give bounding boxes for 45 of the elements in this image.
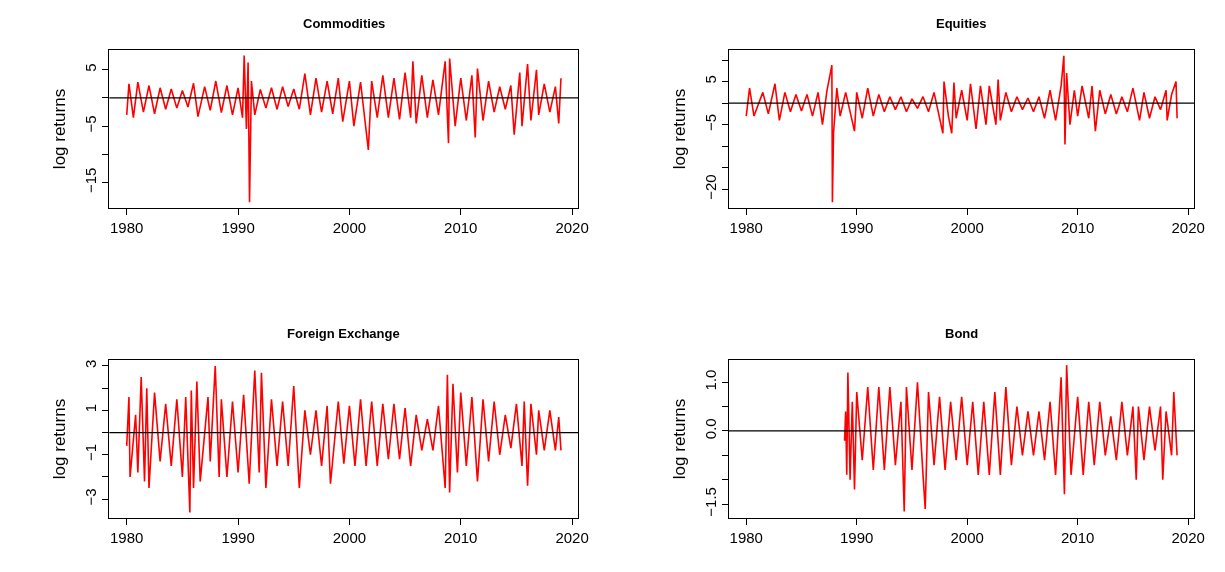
x-tick-label: 2000 xyxy=(950,529,984,547)
y-tick-label: −5 xyxy=(702,113,719,131)
x-tick-label: 2010 xyxy=(1060,219,1095,237)
x-tick-label: 2000 xyxy=(332,529,367,547)
x-tick-label: 2010 xyxy=(1060,529,1095,547)
y-tick-label: 5 xyxy=(82,63,100,72)
line-series xyxy=(745,54,1178,203)
y-tick-label: −5 xyxy=(82,115,100,133)
chart-title: Foreign Exchange xyxy=(287,326,400,341)
y-axis-title: log returns xyxy=(669,398,689,480)
x-tick-label: 1990 xyxy=(840,219,874,237)
y-tick-label: −20 xyxy=(702,174,719,200)
chart-title: Bond xyxy=(945,326,979,341)
y-axis-title: log returns xyxy=(49,88,69,170)
x-tick-label: 1990 xyxy=(840,529,874,547)
y-axis-title: log returns xyxy=(669,88,689,170)
y-tick-label: −3 xyxy=(82,488,100,506)
y-tick-label: 1.0 xyxy=(702,369,719,391)
x-tick-label: 2020 xyxy=(1171,219,1205,237)
line-series xyxy=(843,364,1178,513)
y-tick-label: −1.5 xyxy=(702,487,719,517)
line-series xyxy=(125,365,562,514)
x-tick-label: 2020 xyxy=(1171,529,1205,547)
x-tick-label: 2000 xyxy=(950,219,984,237)
chart-title: Equities xyxy=(936,16,987,31)
x-tick-label: 1980 xyxy=(110,529,144,547)
chart-title: Commodities xyxy=(303,16,386,31)
x-tick-label: 1990 xyxy=(221,219,255,237)
y-tick-label: −15 xyxy=(82,167,100,194)
y-tick-label: 0.0 xyxy=(702,418,719,440)
x-tick-label: 1990 xyxy=(221,529,255,547)
x-tick-label: 2000 xyxy=(332,219,367,237)
y-axis-title: log returns xyxy=(49,398,69,480)
x-tick-label: 1980 xyxy=(729,529,763,547)
x-tick-label: 2010 xyxy=(444,219,478,237)
y-tick-label: 5 xyxy=(702,75,719,84)
y-tick-label: −1 xyxy=(82,443,100,462)
line-series xyxy=(125,54,562,204)
x-tick-label: 2010 xyxy=(444,529,478,547)
x-tick-label: 2020 xyxy=(555,529,589,547)
x-tick-label: 1980 xyxy=(729,219,763,237)
x-tick-label: 1980 xyxy=(110,219,144,237)
y-tick-label: 1 xyxy=(82,403,100,413)
x-tick-label: 2020 xyxy=(555,219,589,237)
y-tick-label: 3 xyxy=(82,359,100,368)
